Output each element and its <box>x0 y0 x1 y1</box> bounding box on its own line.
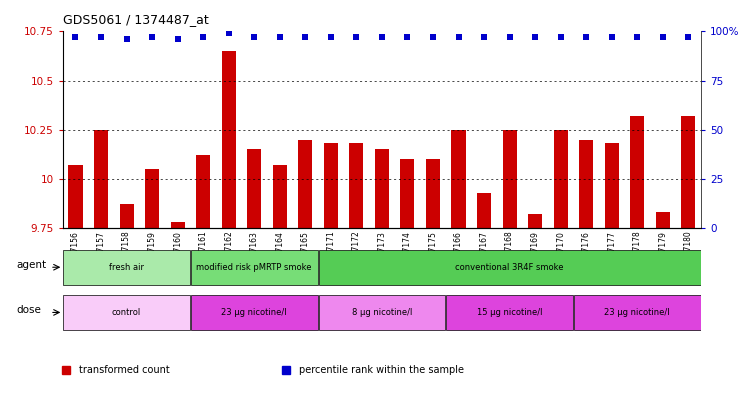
Text: percentile rank within the sample: percentile rank within the sample <box>299 365 464 375</box>
Bar <box>145 169 159 228</box>
Bar <box>298 140 312 228</box>
Text: fresh air: fresh air <box>109 263 144 272</box>
Bar <box>574 295 700 330</box>
Bar <box>319 295 445 330</box>
Bar <box>681 116 695 228</box>
Bar <box>401 159 415 228</box>
Bar <box>452 130 466 228</box>
Text: transformed count: transformed count <box>79 365 170 375</box>
Text: dose: dose <box>17 305 41 316</box>
Bar <box>69 165 83 228</box>
Bar <box>273 165 287 228</box>
Bar <box>221 51 235 228</box>
Bar <box>604 143 618 228</box>
Bar <box>554 130 568 228</box>
Bar <box>349 143 363 228</box>
Bar <box>191 295 317 330</box>
Text: modified risk pMRTP smoke: modified risk pMRTP smoke <box>196 263 312 272</box>
Bar <box>120 204 134 228</box>
Bar <box>656 212 670 228</box>
Bar <box>63 295 190 330</box>
Bar <box>191 250 317 285</box>
Bar <box>247 149 261 228</box>
Bar <box>426 159 440 228</box>
Bar <box>196 155 210 228</box>
Bar <box>446 295 573 330</box>
Text: GDS5061 / 1374487_at: GDS5061 / 1374487_at <box>63 13 208 26</box>
Text: 8 μg nicotine/l: 8 μg nicotine/l <box>352 308 412 317</box>
Text: 15 μg nicotine/l: 15 μg nicotine/l <box>477 308 542 317</box>
Text: 23 μg nicotine/l: 23 μg nicotine/l <box>604 308 670 317</box>
Bar <box>503 130 517 228</box>
Bar <box>528 214 542 228</box>
Text: 23 μg nicotine/l: 23 μg nicotine/l <box>221 308 287 317</box>
Text: conventional 3R4F smoke: conventional 3R4F smoke <box>455 263 564 272</box>
Bar <box>630 116 644 228</box>
Bar <box>477 193 491 228</box>
Text: agent: agent <box>17 260 47 270</box>
Bar <box>375 149 389 228</box>
Bar <box>94 130 108 228</box>
Bar <box>324 143 338 228</box>
Bar <box>579 140 593 228</box>
Bar <box>319 250 700 285</box>
Bar <box>170 222 184 228</box>
Bar <box>63 250 190 285</box>
Text: control: control <box>112 308 141 317</box>
